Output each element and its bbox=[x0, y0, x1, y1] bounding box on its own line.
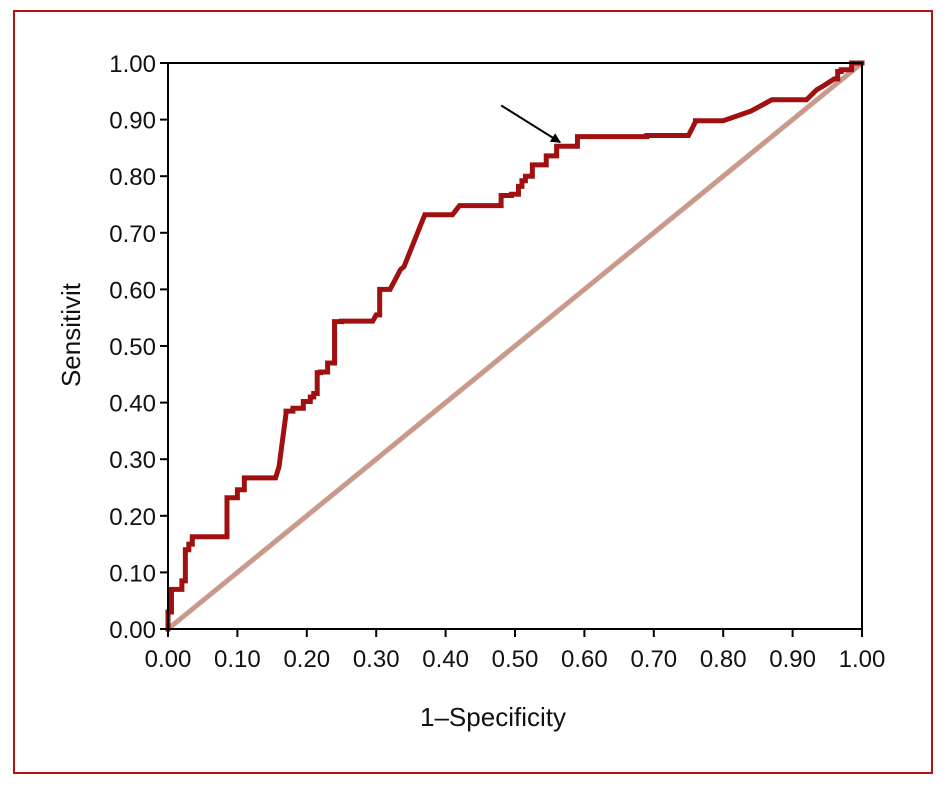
y-tick-label: 0.40 bbox=[109, 391, 156, 418]
y-axis-title: Sensitivit bbox=[56, 282, 86, 387]
x-tick-label: 0.60 bbox=[561, 646, 608, 673]
plot-layer bbox=[165, 60, 865, 632]
reference-diagonal-line bbox=[166, 61, 864, 631]
annotation-arrow bbox=[500, 104, 561, 144]
y-tick-label: 1.00 bbox=[109, 51, 156, 78]
x-tick-label: 0.00 bbox=[145, 646, 192, 673]
y-tick-label: 0.10 bbox=[109, 560, 156, 587]
x-tick-label: 0.10 bbox=[214, 646, 261, 673]
x-tick-label: 0.40 bbox=[422, 646, 469, 673]
roc-curve bbox=[165, 60, 865, 632]
x-tick-label: 0.50 bbox=[492, 646, 539, 673]
axes-layer: 0.00 0.10 0.20 0.30 0.40 0.50 0.60 0.70 0.80 0.90… bbox=[109, 51, 885, 673]
y-tick-label: 0.70 bbox=[109, 221, 156, 248]
x-tick-label: 0.20 bbox=[283, 646, 330, 673]
y-tick-label: 0.20 bbox=[109, 504, 156, 531]
x-tick-label: 0.30 bbox=[353, 646, 400, 673]
figure-frame bbox=[13, 10, 933, 774]
y-tick-label: 0.50 bbox=[109, 334, 156, 361]
x-tick-label: 1.00 bbox=[839, 646, 886, 673]
x-tick-label: 0.70 bbox=[630, 646, 677, 673]
x-tick-label: 0.80 bbox=[700, 646, 747, 673]
y-tick-label: 0.00 bbox=[109, 617, 156, 644]
x-tick-label: 0.90 bbox=[769, 646, 816, 673]
y-tick-label: 0.30 bbox=[109, 447, 156, 474]
y-tick-label: 0.60 bbox=[109, 277, 156, 304]
y-tick-label: 0.90 bbox=[109, 108, 156, 135]
y-tick-label: 0.80 bbox=[109, 164, 156, 191]
x-axis-title: 1–Specificity bbox=[420, 702, 566, 732]
